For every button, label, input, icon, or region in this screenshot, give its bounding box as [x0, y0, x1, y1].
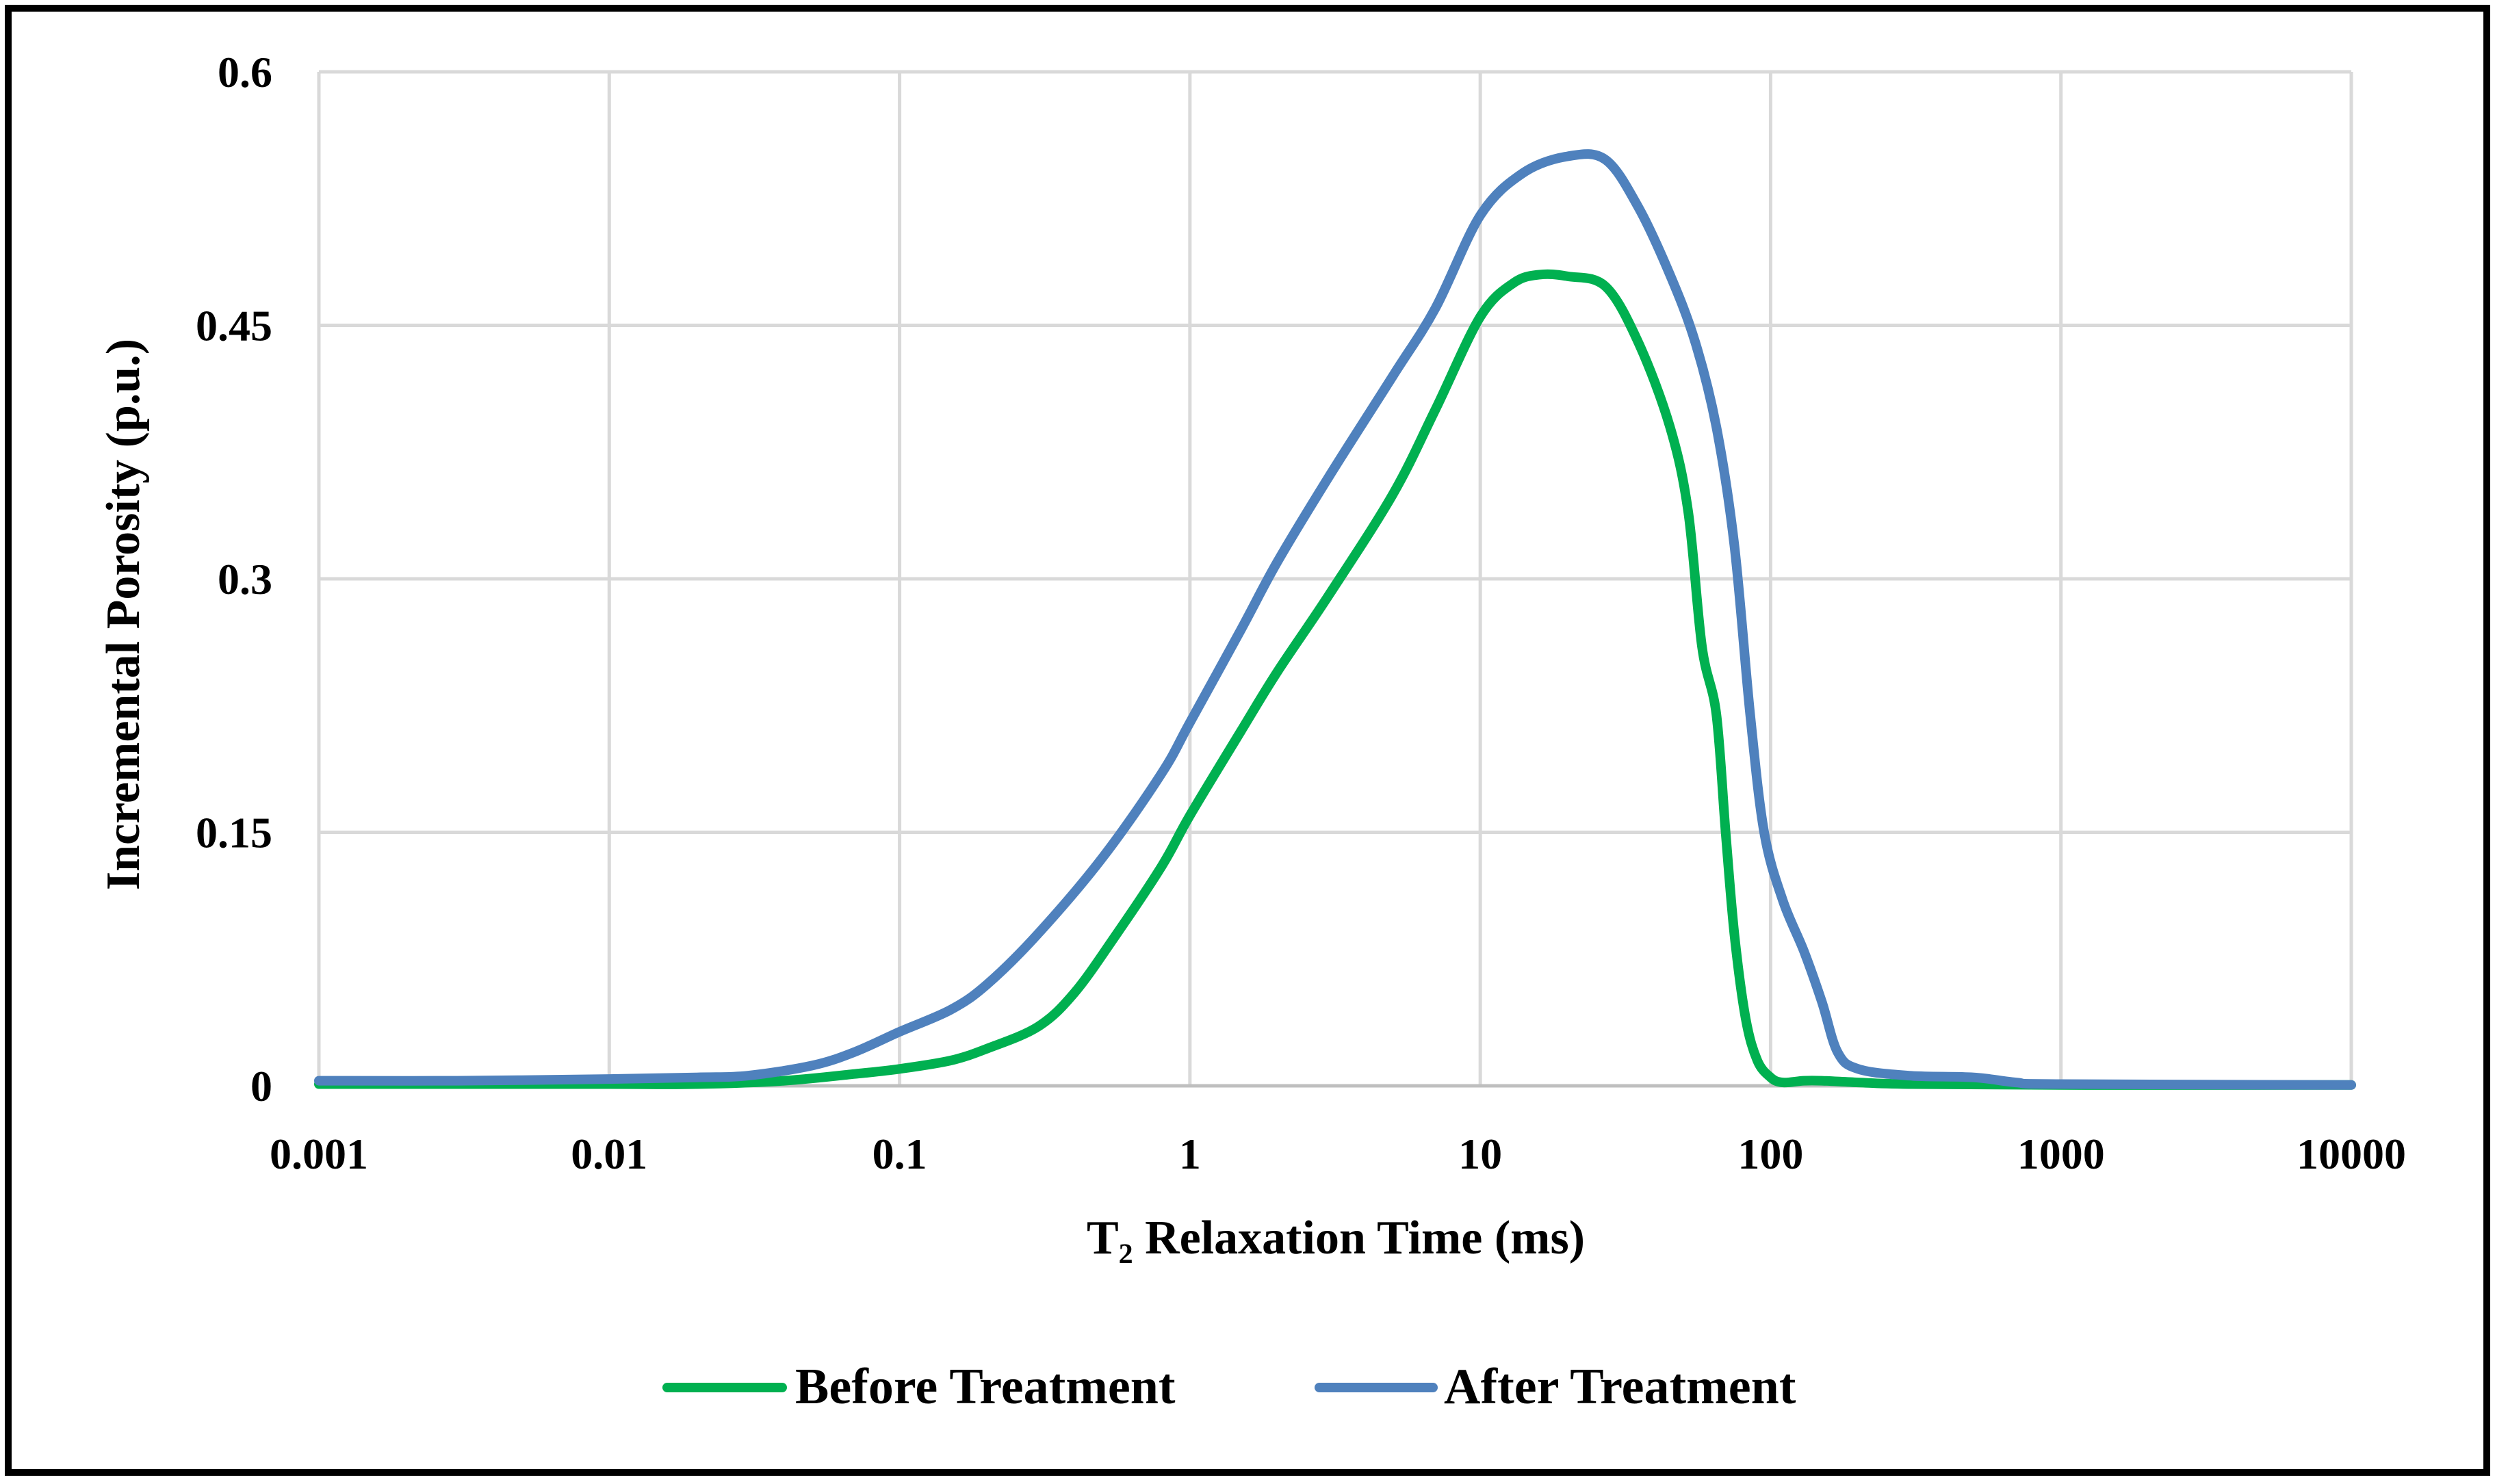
- y-axis-title: Incremental Porosity (p.u.): [97, 339, 150, 890]
- series-line-before-treatment: [314, 269, 2356, 1090]
- legend-label-after-treatment: After Treatment: [1444, 1359, 1796, 1415]
- series-line-after-treatment: [314, 149, 2356, 1090]
- x-tick-label-1000: 1000: [2017, 1130, 2105, 1178]
- y-tick-label-0-6: 0.6: [218, 48, 272, 96]
- chart-frame: [5, 5, 2490, 1476]
- y-tick-label-0-45: 0.45: [196, 302, 272, 350]
- x-tick-label-1: 1: [1179, 1130, 1201, 1178]
- x-axis-title: T₂ Relaxation Time (ms): [1087, 1212, 1585, 1264]
- x-tick-label-10: 10: [1458, 1130, 1502, 1178]
- x-tick-label-10000: 10000: [2297, 1130, 2406, 1178]
- x-tick-label-100: 100: [1737, 1130, 1803, 1178]
- x-tick-label-0-001: 0.001: [270, 1130, 368, 1178]
- x-tick-label-0-01: 0.01: [571, 1130, 647, 1178]
- legend-label-before-treatment: Before Treatment: [795, 1359, 1176, 1415]
- tick-labels: 0.001 0.01 0.1 1 10 100 1000 10000 0 0.15 0.3 0.45 0…: [196, 48, 2406, 1178]
- y-tick-label-0-3: 0.3: [218, 555, 272, 603]
- x-tick-label-0-1: 0.1: [872, 1130, 927, 1178]
- y-tick-label-0: 0: [250, 1062, 272, 1110]
- y-tick-label-0-15: 0.15: [196, 809, 272, 857]
- legend: Before Treatment After Treatment: [662, 1359, 1796, 1415]
- series-layer: [314, 149, 2356, 1090]
